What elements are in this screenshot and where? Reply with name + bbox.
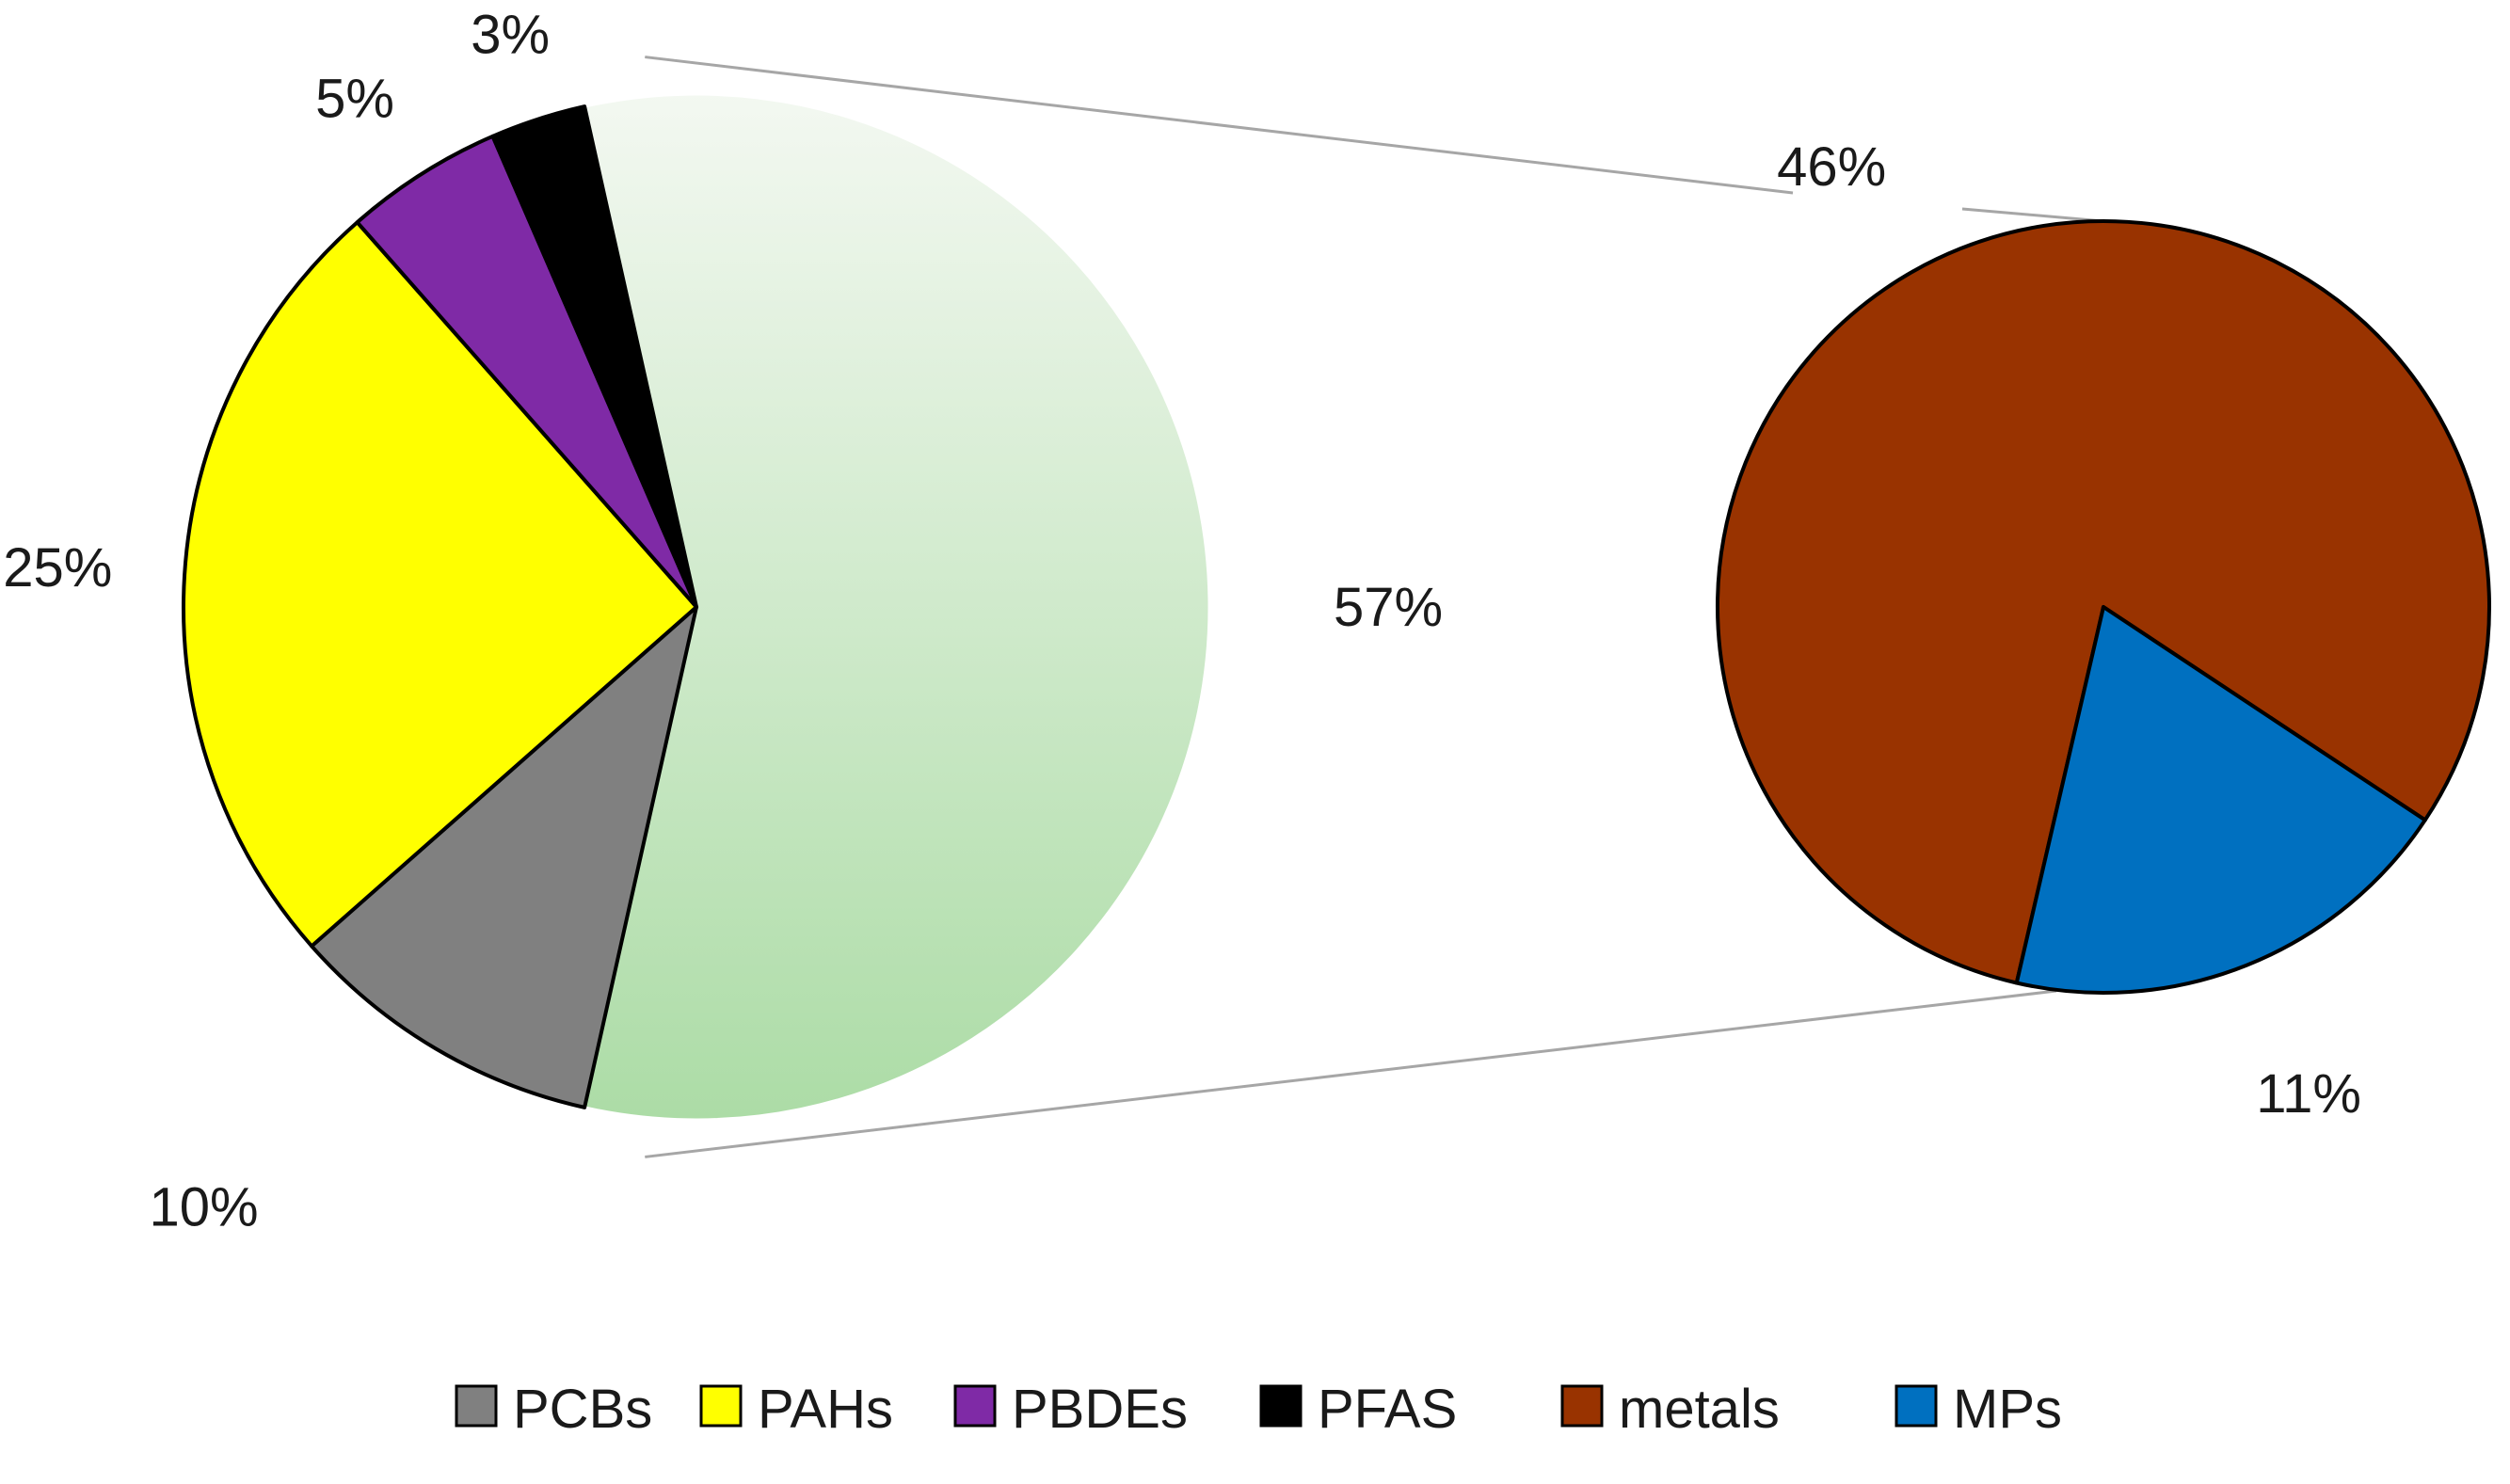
connector-lines	[645, 56, 2104, 1158]
legend-label-pcbs: PCBs	[513, 1379, 652, 1440]
data-label-pfas: 3%	[471, 4, 550, 65]
secondary-pie	[1716, 219, 2491, 995]
legend-label-pahs: PAHs	[758, 1379, 893, 1440]
pie-slice-pcbs	[310, 605, 698, 1109]
pie-slice-pahs	[182, 220, 698, 949]
pie-slice-pfas	[490, 104, 698, 609]
legend-label-metals: metals	[1619, 1379, 1780, 1440]
data-label-pahs: 25%	[3, 537, 112, 598]
legend-label-pbdes: PBDEs	[1012, 1379, 1188, 1440]
data-label-pcbs: 10%	[149, 1176, 258, 1237]
pie-slice-pbdes	[355, 134, 698, 609]
legend-swatch-pfas	[1259, 1384, 1303, 1428]
legend-swatch-metals	[1560, 1384, 1604, 1428]
data-label-metals: 46%	[1777, 136, 1886, 198]
legend-swatch-mps	[1894, 1384, 1938, 1428]
pie-slice-other	[583, 92, 1211, 1122]
legend: PCBs PAHs PBDEs PFAS metals MPs	[455, 1379, 2062, 1440]
pie-slice-mps	[2014, 605, 2427, 995]
connector-line-top-end	[1961, 207, 2104, 223]
primary-pie	[182, 92, 1211, 1122]
pie-slice-metals	[1716, 219, 2491, 985]
legend-swatch-pcbs	[455, 1384, 498, 1428]
legend-swatch-pahs	[699, 1384, 743, 1428]
legend-label-mps: MPs	[1953, 1379, 2062, 1440]
data-labels: 57% 10% 25% 5% 3% 46% 11%	[3, 4, 2361, 1237]
legend-label-pfas: PFAS	[1318, 1379, 1457, 1440]
data-label-mps: 11%	[2256, 1063, 2361, 1125]
legend-swatch-pbdes	[953, 1384, 997, 1428]
connector-line-top	[645, 56, 1794, 195]
connector-line-bottom	[645, 989, 2057, 1158]
data-label-pbdes: 5%	[315, 69, 394, 130]
data-label-other: 57%	[1334, 577, 1443, 638]
